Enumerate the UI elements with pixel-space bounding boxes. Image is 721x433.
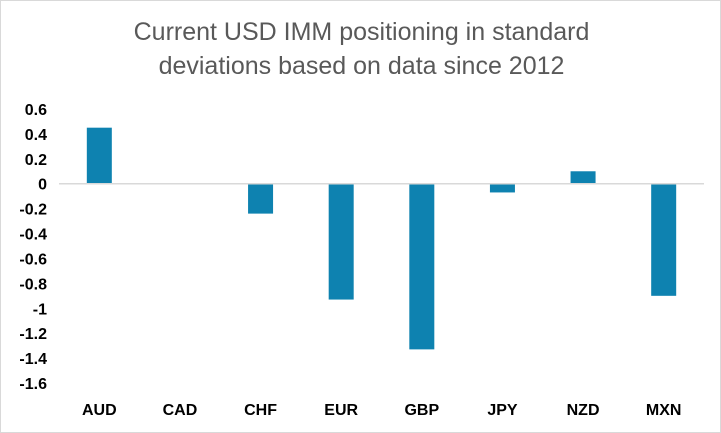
category-label-chf: CHF <box>244 402 277 419</box>
y-tick-label: -1.2 <box>19 326 47 343</box>
chart-title-line-1: Current USD IMM positioning in standard <box>133 18 590 46</box>
bar-aud <box>86 127 112 184</box>
category-label-mxn: MXN <box>646 402 682 419</box>
y-tick-label: -0.4 <box>19 227 47 244</box>
y-tick-label: 0 <box>38 177 47 194</box>
category-label-nzd: NZD <box>567 402 600 419</box>
bar-gbp <box>409 183 435 350</box>
y-tick-label: 0.6 <box>25 102 47 119</box>
y-tick-label: -1.4 <box>19 351 47 368</box>
chart-title: Current USD IMM positioning in standard … <box>1 15 721 83</box>
y-tick-label: 0.2 <box>25 152 47 169</box>
y-tick-label: -1 <box>33 301 47 318</box>
bar-series <box>86 127 677 350</box>
y-tick-label: 0.4 <box>25 127 47 144</box>
bar-jpy <box>489 183 515 193</box>
y-tick-label: -0.8 <box>19 276 47 293</box>
category-label-cad: CAD <box>163 402 198 419</box>
category-label-aud: AUD <box>82 402 117 419</box>
y-tick-label: -0.6 <box>19 251 47 268</box>
y-axis-ticks: 0.6 0.4 0.2 0 -0.2 -0.4 -0.6 -0.8 -1 -1.2 -1.4 -1.6 <box>19 102 47 393</box>
y-tick-label: -1.6 <box>19 376 47 393</box>
y-tick-label: -0.2 <box>19 202 47 219</box>
category-label-gbp: GBP <box>404 402 439 419</box>
bar-mxn <box>651 183 677 296</box>
bar-chf <box>248 183 274 214</box>
bar-nzd <box>570 171 596 184</box>
bar-eur <box>328 183 354 300</box>
category-label-jpy: JPY <box>487 402 518 419</box>
category-label-eur: EUR <box>324 402 358 419</box>
x-axis-categories: AUD CAD CHF EUR GBP JPY NZD MXN <box>82 402 681 419</box>
chart-title-line-2: deviations based on data since 2012 <box>158 52 565 80</box>
